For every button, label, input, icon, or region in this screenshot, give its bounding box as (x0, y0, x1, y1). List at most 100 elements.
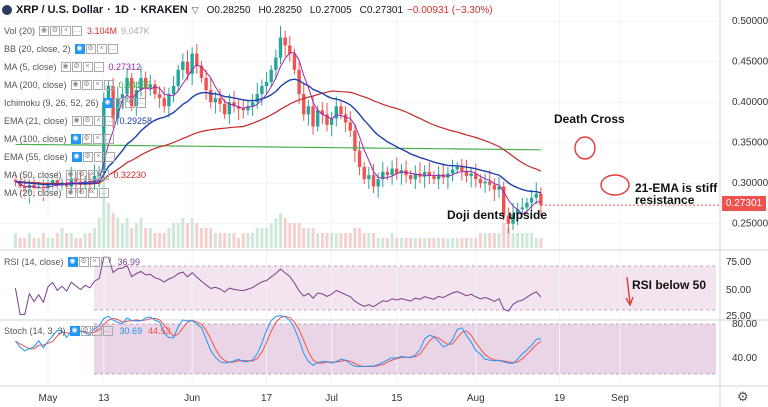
eye-icon[interactable]: ◉ (71, 152, 82, 162)
candle-body (195, 53, 199, 66)
close-icon[interactable]: × (87, 170, 98, 180)
close-icon[interactable]: × (92, 80, 103, 90)
volume-bar (478, 233, 482, 248)
gear-icon[interactable]: ⚙ (80, 326, 91, 336)
candle-body (422, 171, 427, 177)
candle-body (130, 77, 134, 107)
candle-body (492, 184, 497, 190)
more-icon[interactable]: … (104, 152, 115, 162)
indicator-row[interactable]: MA (200, close) ◉ ⚙ ×… 0.34135 (4, 76, 152, 94)
gear-icon[interactable]: ⚙ (113, 98, 124, 108)
close-icon[interactable]: × (87, 188, 98, 198)
gear-icon[interactable]: ⚙ (78, 257, 89, 267)
gear-icon[interactable]: ⚙ (71, 62, 82, 72)
more-icon[interactable]: … (103, 134, 114, 144)
volume-bar (167, 228, 171, 248)
indicator-row[interactable]: Ichimoku (9, 26, 52, 26) ◉ ⚙ ×… (4, 94, 152, 112)
indicator-buttons[interactable]: ◉ ⚙ ×… (39, 26, 83, 36)
indicator-row[interactable]: MA (100, close) ◉ ⚙ ×… (4, 130, 152, 148)
volume-bar (46, 238, 50, 248)
indicator-buttons[interactable]: ◉ ⚙ ×… (71, 152, 116, 162)
close-icon[interactable]: × (61, 26, 72, 36)
indicator-buttons[interactable]: ◉ ⚙ ×… (71, 116, 116, 126)
candle-body (464, 171, 469, 176)
exchange[interactable]: KRAKEN (140, 4, 188, 16)
interval[interactable]: 1D (114, 4, 129, 16)
volume-bar (223, 233, 227, 248)
gear-icon[interactable]: ⚙ (81, 80, 92, 90)
indicator-row[interactable]: EMA (21, close) ◉ ⚙ ×… 0.29258 (4, 112, 152, 130)
eye-icon[interactable]: ◉ (102, 98, 113, 108)
indicator-row[interactable]: BB (20, close, 2) ◉ ⚙ ×… (4, 40, 152, 58)
close-icon[interactable]: × (93, 152, 104, 162)
candle-body (74, 178, 78, 182)
eye-icon[interactable]: ◉ (39, 26, 50, 36)
more-icon[interactable]: … (135, 98, 146, 108)
gear-icon[interactable]: ⚙ (81, 134, 92, 144)
volume-bar (404, 238, 408, 248)
indicator-buttons[interactable]: ◉ ⚙ ×… (70, 134, 115, 144)
candle-body (288, 45, 292, 54)
eye-icon[interactable]: ◉ (65, 188, 76, 198)
close-icon[interactable]: × (82, 62, 93, 72)
more-icon[interactable]: … (98, 170, 109, 180)
more-icon[interactable]: … (100, 257, 111, 267)
gear-icon[interactable]: ⚙ (85, 44, 96, 54)
close-icon[interactable]: × (124, 98, 135, 108)
indicator-row[interactable]: MA (20, close) ◉ ⚙ ×… (4, 184, 152, 202)
close-icon[interactable]: × (92, 134, 103, 144)
volume-bar (516, 233, 520, 248)
gear-icon[interactable]: ⚙ (76, 188, 87, 198)
stoch-buttons[interactable]: ◉ ⚙ ×… (69, 326, 114, 336)
eye-icon[interactable]: ◉ (71, 116, 82, 126)
time-tick-label: 13 (98, 393, 110, 404)
candle-body (306, 106, 311, 115)
rsi-buttons[interactable]: ◉ ⚙ ×… (67, 257, 112, 267)
more-icon[interactable]: … (103, 80, 114, 90)
indicator-buttons[interactable]: ◉ ⚙ ×… (70, 80, 115, 90)
candle-body (111, 86, 115, 119)
indicator-row[interactable]: EMA (55, close) ◉ ⚙ ×… (4, 148, 152, 166)
candle-body (55, 179, 59, 186)
indicator-buttons[interactable]: ◉ ⚙ ×… (102, 98, 147, 108)
candle-body (223, 103, 227, 115)
volume-bar (506, 228, 510, 248)
close-icon[interactable]: × (89, 257, 100, 267)
close-icon[interactable]: × (93, 116, 104, 126)
indicator-buttons[interactable]: ◉ ⚙ ×… (74, 44, 119, 54)
eye-icon[interactable]: ◉ (70, 80, 81, 90)
eye-icon[interactable]: ◉ (74, 44, 85, 54)
gear-icon[interactable]: ⚙ (82, 152, 93, 162)
more-icon[interactable]: … (93, 62, 104, 72)
indicator-row[interactable]: Vol (20) ◉ ⚙ ×… 3.104M 9.047K (4, 22, 152, 40)
symbol-name[interactable]: XRP / U.S. Dollar (16, 4, 104, 16)
close-icon[interactable]: × (96, 44, 107, 54)
chevron-down-icon[interactable]: ▽ (191, 4, 199, 15)
indicator-buttons[interactable]: ◉ ⚙ ×… (60, 62, 105, 72)
eye-icon[interactable]: ◉ (60, 62, 71, 72)
eye-icon[interactable]: ◉ (65, 170, 76, 180)
volume-bar (511, 233, 515, 248)
stoch-label: Stoch (14, 3, 3) (4, 326, 66, 336)
volume-bar (399, 238, 403, 248)
indicator-buttons[interactable]: ◉ ⚙ ×… (65, 170, 110, 180)
more-icon[interactable]: … (72, 26, 83, 36)
settings-gear-icon[interactable]: ⚙ (737, 389, 749, 404)
more-icon[interactable]: … (102, 326, 113, 336)
gear-icon[interactable]: ⚙ (50, 26, 61, 36)
indicator-row[interactable]: MA (5, close) ◉ ⚙ ×… 0.27312 (4, 58, 152, 76)
close-icon[interactable]: × (91, 326, 102, 336)
gear-icon[interactable]: ⚙ (82, 116, 93, 126)
candle-body (348, 122, 352, 131)
more-icon[interactable]: … (107, 44, 118, 54)
indicator-row[interactable]: MA (50, close) ◉ ⚙ ×… 0.32230 (4, 166, 152, 184)
eye-icon[interactable]: ◉ (67, 257, 78, 267)
more-icon[interactable]: … (98, 188, 109, 198)
more-icon[interactable]: … (104, 116, 115, 126)
eye-icon[interactable]: ◉ (69, 326, 80, 336)
candle-body (385, 171, 390, 176)
gear-icon[interactable]: ⚙ (76, 170, 87, 180)
indicator-buttons[interactable]: ◉ ⚙ ×… (65, 188, 110, 198)
eye-icon[interactable]: ◉ (70, 134, 81, 144)
